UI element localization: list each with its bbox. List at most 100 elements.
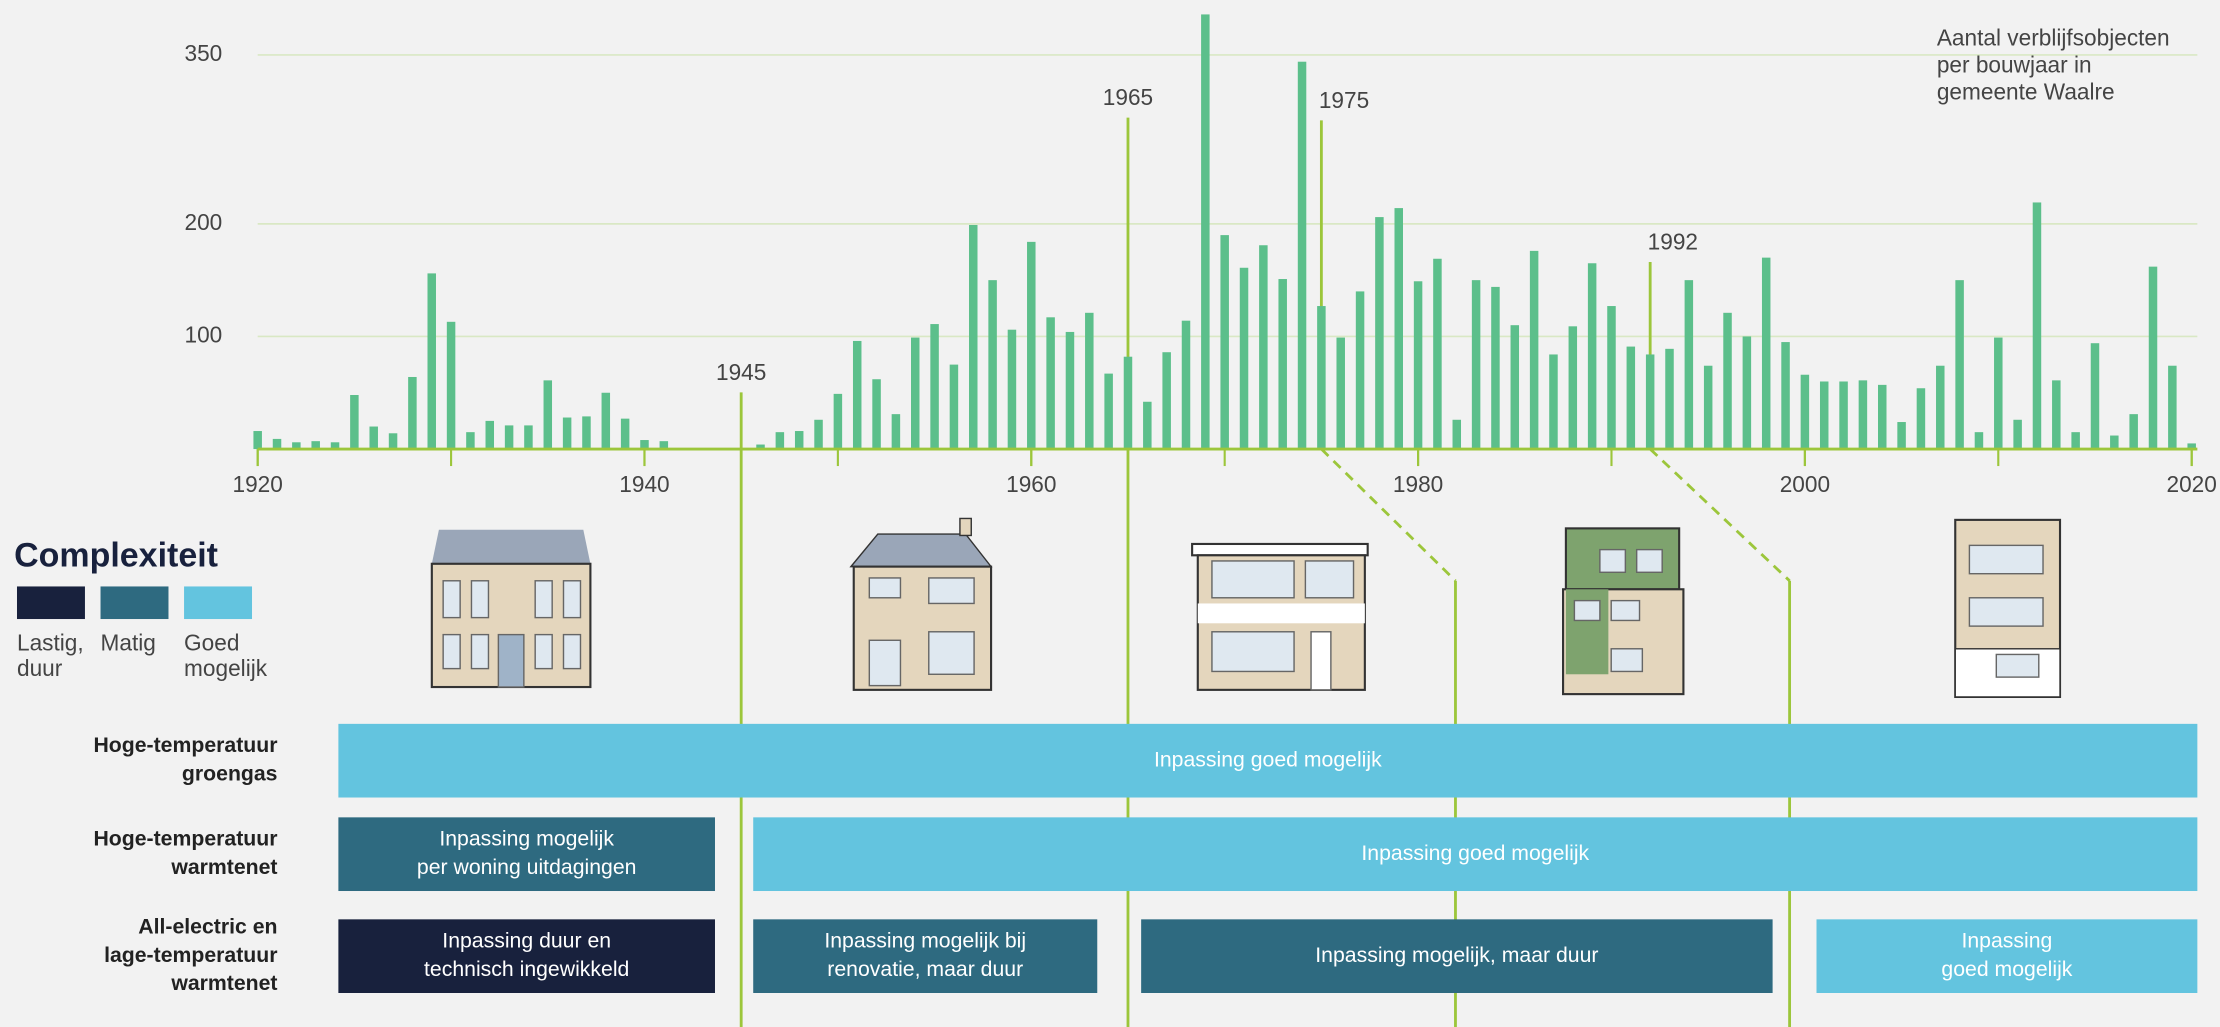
bar [756, 444, 765, 450]
legend-label: Goed mogelijk [184, 630, 268, 682]
legend-swatch [184, 586, 253, 620]
bar [852, 340, 862, 450]
bar [330, 442, 340, 450]
house-illustrations [430, 517, 2062, 699]
bar [1201, 14, 1210, 450]
bar [814, 419, 823, 450]
year-marker-label: 1945 [716, 359, 766, 385]
bar [1723, 312, 1732, 450]
bar [2071, 432, 2080, 450]
band-text: Inpassing duur en technisch ingewikkeld [424, 929, 629, 981]
bar [1878, 384, 1887, 450]
bar [504, 425, 514, 450]
bar [1626, 346, 1636, 450]
bar [1046, 317, 1055, 450]
band-text-line: technisch ingewikkeld [424, 957, 629, 981]
bar [562, 417, 572, 450]
bar [1278, 279, 1287, 450]
bar [1297, 61, 1307, 450]
bar [1916, 388, 1926, 450]
band-text-line: Inpassing mogelijk [439, 827, 614, 851]
chart-title-line: gemeente Waalre [1937, 78, 2115, 104]
x-tick-label: 1920 [232, 471, 282, 497]
bar [1104, 373, 1113, 450]
row-label-line: warmtenet [170, 971, 277, 995]
bar [601, 392, 611, 450]
bar [253, 431, 262, 450]
legend-swatch [100, 586, 169, 620]
row-label-line: All-electric en [138, 914, 277, 938]
row-label-line: groengas [182, 761, 278, 785]
bar [1587, 263, 1597, 450]
bar [1761, 257, 1771, 450]
band-text-line: renovatie, maar duur [827, 957, 1023, 981]
band-text-line: Inpassing mogelijk bij [824, 929, 1026, 953]
bar [1317, 306, 1326, 450]
band-text: Inpassing goed mogelijk [1941, 929, 2072, 981]
row-label-line: lage-temperatuur [104, 943, 277, 967]
bar [1375, 217, 1384, 450]
year-marker-label: 1975 [1319, 87, 1369, 113]
band-text-line: Inpassing goed mogelijk [1154, 747, 1382, 771]
row-label-line: Hoge-temperatuur [93, 827, 277, 851]
bar [1162, 352, 1171, 450]
bar [582, 416, 591, 450]
chart-title-line: Aantal verblijfsobjecten [1937, 25, 2170, 51]
bar [1181, 320, 1191, 450]
y-tick-label: 200 [185, 209, 223, 235]
bar [988, 280, 997, 450]
bar [930, 324, 939, 450]
bar [1858, 380, 1868, 450]
bar [1645, 354, 1655, 450]
bar [292, 442, 301, 450]
bar [1143, 401, 1152, 450]
x-tick-label: 2020 [2167, 471, 2217, 497]
band-text: Inpassing mogelijk bij renovatie, maar du… [824, 929, 1026, 981]
bar [910, 337, 920, 450]
bar [1549, 354, 1558, 450]
band-text: Inpassing goed mogelijk [1154, 747, 1382, 771]
bar [833, 393, 843, 450]
bar [1568, 326, 1578, 450]
bar [2090, 343, 2100, 450]
bar [1936, 365, 1945, 450]
year-marker-label: 1992 [1648, 229, 1698, 255]
chart-title: Aantal verblijfsobjecten per bouwjaar in g… [1937, 25, 2170, 105]
bar [1607, 306, 1616, 450]
bar [1394, 208, 1403, 450]
band-text: Inpassing mogelijk, maar duur [1315, 943, 1598, 967]
bar [1781, 342, 1790, 450]
bar [1452, 419, 1462, 450]
band-text: Inpassing mogelijk per woning uitdagingen [417, 827, 637, 879]
year-marker-label: 1965 [1103, 84, 1153, 110]
bar [1994, 337, 2003, 450]
bar [1336, 337, 1345, 450]
bar [1974, 432, 1984, 450]
bar [1007, 329, 1017, 450]
bar [524, 425, 533, 450]
bar [1510, 325, 1520, 450]
legend-label: Lastig, duur [17, 630, 84, 682]
house-1970 [1191, 542, 1369, 691]
x-tick-label: 1940 [619, 471, 669, 497]
row-label: Hoge-temperatuur warmtenet [93, 827, 277, 879]
bar [2129, 414, 2138, 450]
bar [350, 394, 359, 450]
complexity-band [753, 919, 1098, 994]
bar [446, 321, 456, 450]
row-label-line: Hoge-temperatuur [93, 733, 277, 757]
band-text-line: goed mogelijk [1941, 957, 2072, 981]
bar [466, 432, 475, 450]
bar [369, 426, 378, 450]
bar [311, 441, 320, 450]
bar [620, 418, 630, 450]
bar [485, 420, 495, 450]
bar [2148, 266, 2158, 450]
complexity-band [338, 919, 715, 994]
chart-title-line: per bouwjaar in [1937, 52, 2092, 78]
band-text-line: Inpassing [1961, 929, 2052, 953]
row-label: All-electric en lage-temperatuur warmtenet [104, 914, 277, 995]
bar [891, 414, 901, 450]
